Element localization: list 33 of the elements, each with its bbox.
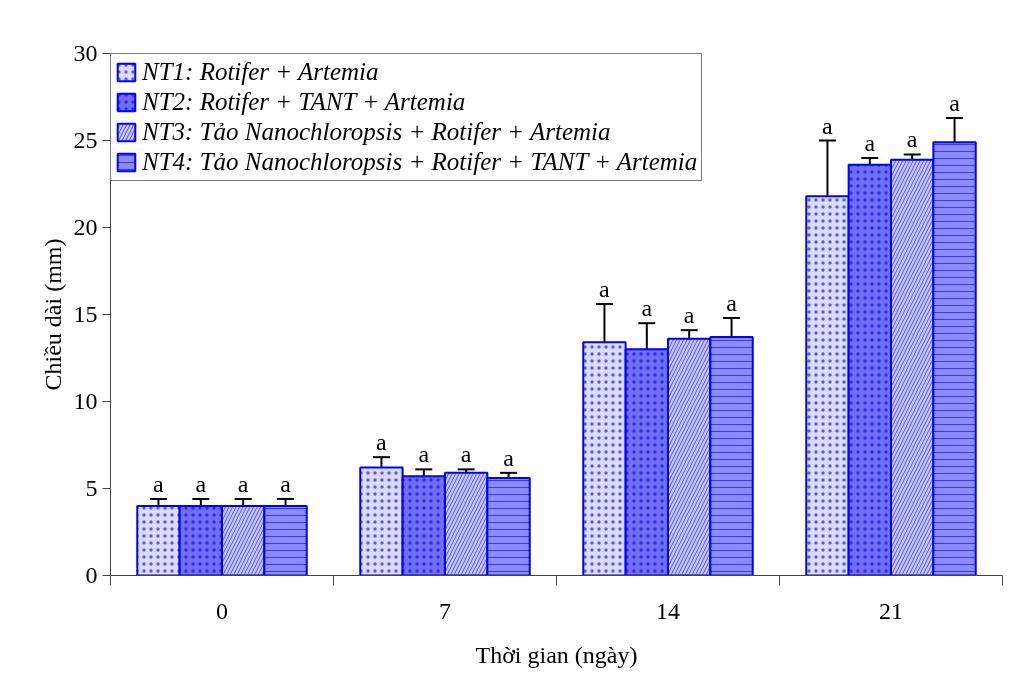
y-tick-label: 0 — [85, 562, 98, 588]
data-label: a — [726, 289, 738, 316]
y-tick-label: 15 — [73, 301, 98, 327]
y-tick-label: 10 — [73, 388, 98, 414]
data-label: a — [906, 126, 918, 153]
data-label: a — [195, 470, 207, 497]
data-label: a — [460, 441, 472, 468]
x-tick-label: 7 — [439, 597, 451, 624]
x-tick-label: 0 — [216, 597, 228, 624]
y-tick-label: 30 — [73, 40, 98, 66]
legend-label: NT1: Rotifer + Artemia — [142, 58, 379, 86]
legend-label: NT3: Tảo Nanochloropsis + Rotifer + Artemia — [142, 118, 611, 146]
x-axis-title: Thời gian (ngày) — [475, 641, 638, 668]
data-label: a — [376, 429, 388, 456]
data-label: a — [683, 302, 695, 329]
data-label: a — [503, 444, 515, 471]
y-tick-label: 20 — [73, 214, 98, 240]
y-axis-title: Chiều dài (mm) — [39, 238, 66, 391]
data-label: a — [864, 129, 876, 156]
x-tick-label: 14 — [656, 597, 680, 624]
data-label: a — [822, 112, 834, 139]
data-label: a — [949, 89, 961, 116]
data-label: a — [641, 295, 653, 322]
data-label: a — [418, 441, 430, 468]
legend-label: NT4: Tảo Nanochloropsis + Rotifer + TANT + Artemia — [142, 148, 698, 176]
x-tick-label: 21 — [879, 597, 903, 624]
data-label: a — [153, 470, 165, 497]
y-tick-label: 25 — [73, 127, 98, 153]
data-label: a — [237, 470, 249, 497]
legend-label: NT2: Rotifer + TANT + Artemia — [142, 88, 466, 116]
data-label: a — [280, 470, 292, 497]
y-tick-label: 5 — [85, 475, 98, 501]
data-label: a — [599, 276, 611, 303]
